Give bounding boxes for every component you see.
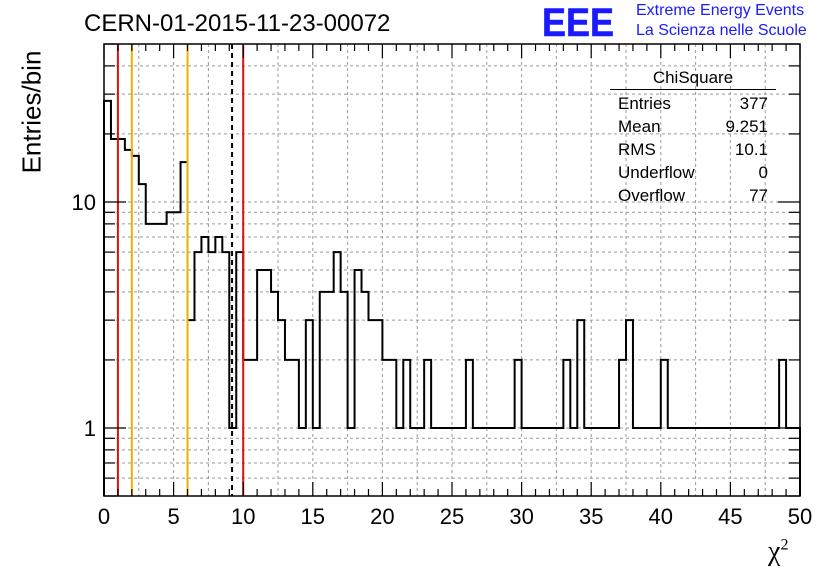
stats-value: 10.1	[734, 140, 768, 159]
stats-row: Underflow 0	[610, 161, 776, 184]
stats-row: Entries 377	[610, 92, 776, 115]
x-tick-label: 0	[98, 504, 110, 529]
stats-row: Overflow 77	[610, 184, 776, 207]
plot-title: CERN-01-2015-11-23-00072	[84, 10, 391, 37]
stats-title: ChiSquare	[610, 68, 776, 90]
stats-box: ChiSquare Entries 377 Mean 9.251 RMS 10.1 U…	[610, 68, 776, 207]
stats-row: RMS 10.1	[610, 138, 776, 161]
x-tick-label: 35	[579, 504, 603, 529]
stats-value: 77	[749, 186, 768, 205]
x-tick-label: 30	[509, 504, 533, 529]
x-tick-label: 20	[370, 504, 394, 529]
logo-line-1: Extreme Energy Events	[636, 2, 805, 19]
y-tick-label: 1	[84, 416, 96, 441]
x-tick-label: 5	[167, 504, 179, 529]
y-tick-label: 10	[72, 190, 96, 215]
stats-label: Mean	[618, 117, 661, 136]
stats-value: 0	[758, 163, 768, 182]
stats-label: RMS	[618, 140, 656, 159]
x-axis-label-symbol: χ	[768, 536, 781, 567]
x-tick-label: 40	[649, 504, 673, 529]
stats-label: Underflow	[618, 163, 695, 182]
stats-label: Overflow	[618, 186, 686, 205]
stats-row: Mean 9.251	[610, 115, 776, 138]
eee-logo: EEE	[542, 2, 614, 42]
x-tick-label: 50	[788, 504, 812, 529]
x-axis-label-exponent: 2	[780, 536, 789, 554]
x-tick-label: 45	[718, 504, 742, 529]
y-axis-label: Entries/bin	[16, 50, 47, 174]
stats-value: 377	[739, 94, 768, 113]
stats-label: Entries	[618, 94, 671, 113]
logo-line-2: La Scienza nelle Scuole	[636, 22, 807, 39]
x-axis-label: χ2	[768, 536, 788, 568]
x-tick-label: 10	[231, 504, 255, 529]
x-tick-label: 25	[440, 504, 464, 529]
stats-value: 9.251	[725, 117, 768, 136]
histogram-series	[103, 99, 801, 496]
x-tick-label: 15	[301, 504, 325, 529]
logo-mark: EEE	[542, 2, 614, 42]
